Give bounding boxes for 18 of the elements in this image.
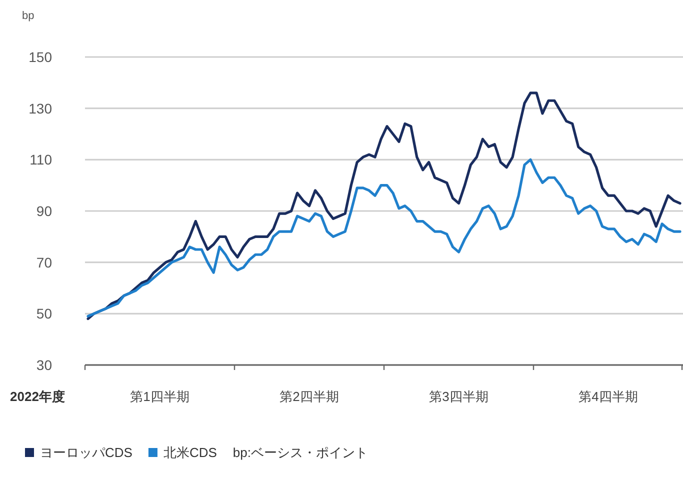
y-tick-label: 150 <box>28 49 52 65</box>
line-series <box>86 158 682 318</box>
y-tick-label: 30 <box>36 357 52 373</box>
y-tick-label: 110 <box>30 152 52 168</box>
line-series <box>86 92 682 320</box>
y-tick-label: 70 <box>36 254 52 270</box>
y-tick-label: 50 <box>36 306 52 322</box>
x-tick-label: 第4四半期 <box>578 389 638 404</box>
legend-label: ヨーロッパCDS <box>40 445 133 460</box>
y-tick-label: 90 <box>36 203 52 219</box>
legend-label: 北米CDS <box>163 445 218 460</box>
x-tick-label: 第2四半期 <box>280 389 339 404</box>
x-tick-label: 第3四半期 <box>429 389 488 404</box>
x-tick-label: 第1四半期 <box>130 389 190 404</box>
y-axis-title: bp <box>22 10 34 22</box>
x-axis-title: 2022年度 <box>10 389 65 404</box>
y-tick-label: 130 <box>28 100 52 116</box>
text: bp:ベーシス・ポイント <box>232 445 368 460</box>
